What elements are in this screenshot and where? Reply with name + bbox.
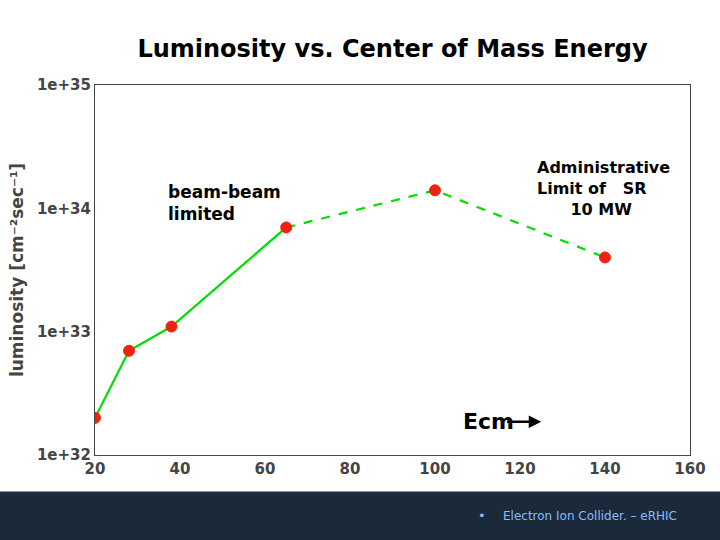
- svg-text:beam-beamlimited: beam-beamlimited: [168, 182, 281, 224]
- svg-text:luminosity [cm⁻²sec⁻¹]: luminosity [cm⁻²sec⁻¹]: [7, 163, 27, 377]
- svg-text:1e+33: 1e+33: [37, 323, 91, 341]
- svg-text:AdministrativeLimit of SR: AdministrativeLimit of SR 10 MW: [537, 158, 670, 219]
- svg-text:Electron Ion Collider. – eRHIC: Electron Ion Collider. – eRHIC: [503, 509, 677, 523]
- svg-text:1e+34: 1e+34: [37, 200, 91, 218]
- svg-text:20: 20: [85, 460, 106, 478]
- svg-text:160: 160: [674, 460, 705, 478]
- svg-text:140: 140: [589, 460, 620, 478]
- svg-text:100: 100: [419, 460, 450, 478]
- svg-text:1e+32: 1e+32: [37, 446, 91, 464]
- svg-text:1e+35: 1e+35: [37, 76, 91, 94]
- svg-text:Luminosity vs. Center of Mass: Luminosity vs. Center of Mass Energy: [137, 35, 648, 63]
- svg-text:80: 80: [340, 460, 361, 478]
- svg-text:120: 120: [504, 460, 535, 478]
- svg-text:40: 40: [170, 460, 191, 478]
- svg-text:60: 60: [255, 460, 276, 478]
- svg-text:Ecm: Ecm: [463, 409, 514, 434]
- svg-text:•: •: [478, 508, 486, 523]
